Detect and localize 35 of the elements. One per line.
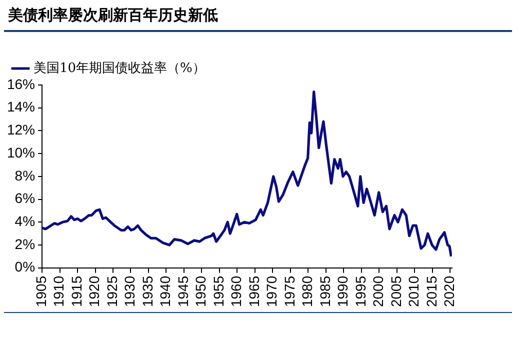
x-tick-label: 1965 — [246, 276, 262, 308]
y-tick-label: 16% — [6, 76, 36, 92]
y-tick-label: 10% — [6, 144, 36, 160]
y-tick-label: 14% — [6, 98, 36, 115]
x-tick-label: 1995 — [352, 276, 368, 308]
x-tick-label: 2000 — [370, 276, 386, 308]
x-tick-label: 2010 — [406, 276, 422, 308]
y-tick-label: 4% — [14, 213, 36, 229]
x-tick-label: 1975 — [281, 276, 298, 308]
x-tick-label: 1910 — [50, 276, 67, 308]
x-tick-label: 1905 — [32, 276, 49, 308]
y-tick-label: 6% — [14, 190, 36, 206]
y-tick-label: 12% — [6, 122, 36, 138]
x-tick-label: 1960 — [228, 276, 244, 308]
x-tick-label: 1930 — [122, 276, 138, 308]
y-tick-label: 2% — [14, 236, 36, 252]
x-tick-label: 1980 — [299, 276, 316, 308]
x-tick-label: 1920 — [86, 276, 102, 308]
x-tick-label: 1940 — [157, 276, 174, 308]
y-tick-label: 8% — [14, 167, 36, 184]
x-tick-label: 2020 — [441, 276, 457, 308]
x-tick-label: 2015 — [423, 276, 440, 308]
x-tick-label: 2005 — [388, 276, 404, 308]
x-tick-label: 1970 — [264, 276, 280, 308]
x-tick-label: 1955 — [210, 276, 226, 308]
x-tick-label: 1985 — [316, 276, 333, 308]
x-tick-label: 1950 — [192, 276, 209, 308]
x-tick-label: 1990 — [334, 276, 351, 308]
x-tick-label: 1945 — [174, 276, 191, 308]
x-tick-label: 1935 — [139, 276, 156, 308]
x-tick-label: 1915 — [68, 276, 84, 308]
x-tick-label: 1925 — [104, 276, 120, 308]
chart-title: 美债利率屡次刷新百年历史新低 — [8, 6, 218, 25]
legend-label: 美国10年期国债收益率（%） — [34, 60, 206, 76]
y-tick-label: 0% — [14, 258, 36, 275]
